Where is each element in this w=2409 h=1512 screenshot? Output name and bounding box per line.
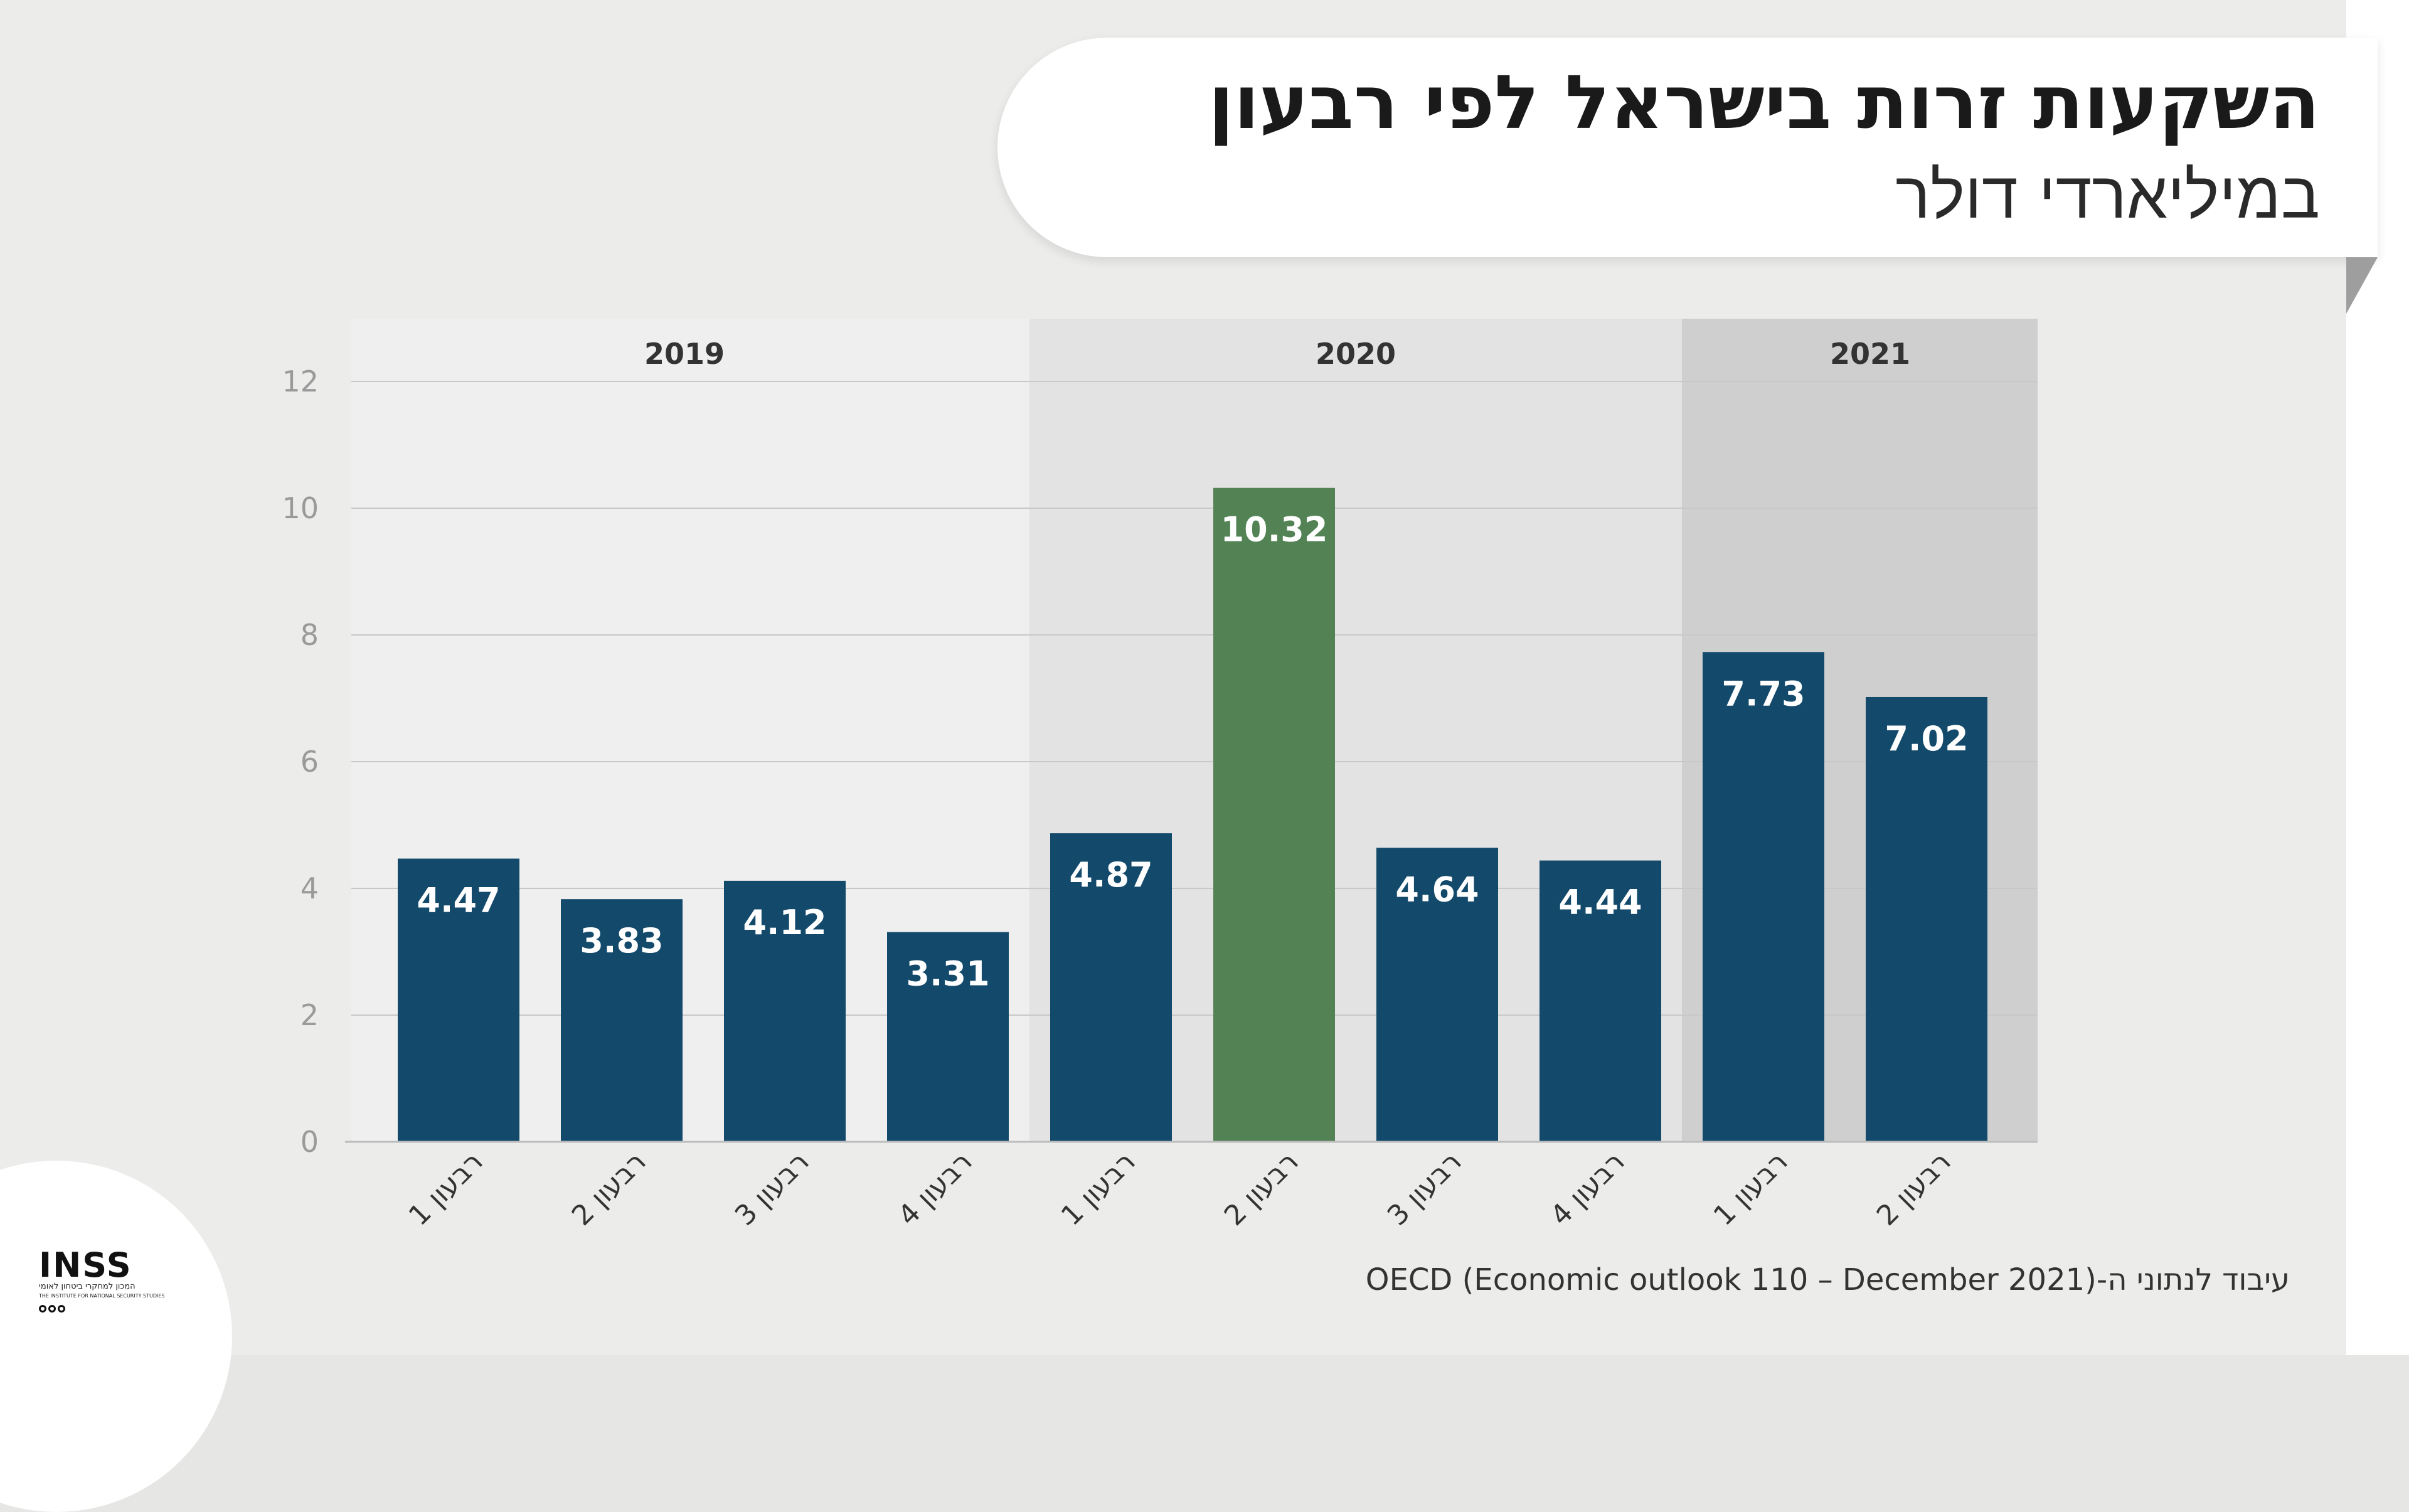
x-tick-label: רבעון 3 [1381,1146,1468,1232]
data-label: 10.32 [1221,510,1328,550]
logo-english-name: THE INSTITUTE FOR NATIONAL SECURITY STUD… [39,1293,165,1299]
bar-chart: 0 2 4 6 8 10 12 2019 2020 2021 4.47 רבעון 1 3.83 רבעו… [282,319,2038,1232]
bar [1866,696,1987,1142]
title-card: השקעות זרות בישראל לפי רבעון במיליארדי ד… [997,38,2378,257]
source-note: עיבוד לנתוני ה-OECD (Economic outlook 11… [1365,1262,2290,1297]
chart-title: השקעות זרות בישראל לפי רבעון [1208,59,2320,146]
x-tick-label: רבעון 2 [1871,1146,1957,1232]
data-label: 4.47 [417,881,500,920]
logo-rings-icon [39,1303,67,1315]
data-label: 4.87 [1069,855,1152,895]
y-tick-label: 8 [300,618,319,652]
data-label: 4.64 [1395,870,1479,909]
x-tick-label: רבעון 4 [1545,1146,1631,1232]
bar [1213,487,1335,1142]
data-label: 3.31 [906,954,989,994]
bar [1050,833,1172,1142]
data-label: 7.73 [1721,674,1805,713]
logo-hebrew-name: המכון למחקרי ביטחון לאומי [39,1282,136,1291]
data-label: 4.44 [1558,883,1642,922]
bar [561,899,683,1142]
y-tick-label: 10 [282,491,319,525]
year-label-2020: 2020 [1316,337,1396,371]
x-tick-label: רבעון 1 [403,1146,489,1232]
title-card-fold [2346,257,2378,314]
bar [724,880,846,1142]
bar [1703,652,1824,1142]
x-tick-label: רבעון 2 [1218,1146,1305,1232]
x-tick-label: רבעון 1 [1055,1146,1142,1232]
y-tick-label: 12 [282,365,319,398]
y-tick-label: 0 [300,1125,319,1159]
bar [887,932,1009,1142]
year-label-2021: 2021 [1830,337,1910,371]
year-label-2019: 2019 [644,337,725,371]
y-tick-label: 2 [300,998,319,1032]
bar [1376,848,1498,1142]
data-label: 3.83 [580,921,663,961]
chart-subtitle: במיליארדי דולר [1895,157,2320,233]
bar [1540,860,1661,1142]
bar [398,858,519,1142]
logo-wordmark: INSS [39,1245,132,1285]
data-label: 7.02 [1885,719,1968,759]
x-tick-label: רבעון 2 [566,1146,652,1232]
y-tick-label: 4 [300,871,319,905]
x-tick-label: רבעון 1 [1708,1146,1794,1232]
y-tick-label: 6 [300,745,319,779]
inss-logo: INSS המכון למחקרי ביטחון לאומי THE INSTI… [39,1245,165,1315]
x-tick-label: רבעון 4 [892,1146,979,1232]
x-tick-label: רבעון 3 [729,1146,816,1232]
data-label: 4.12 [743,903,826,942]
